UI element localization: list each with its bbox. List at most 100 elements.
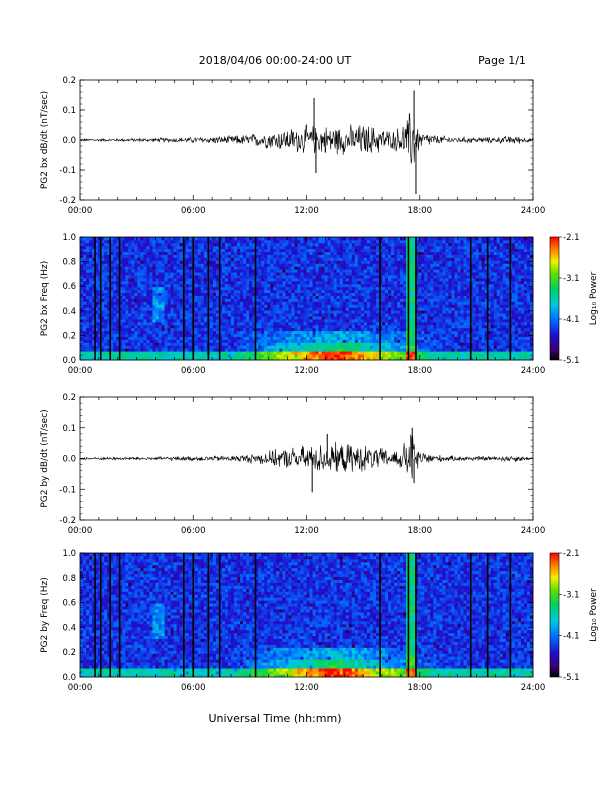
heat-cell [300,333,304,337]
heat-cell [330,316,335,320]
heat-cell [342,354,347,358]
heat-cell [107,275,111,279]
heat-cell [237,345,241,349]
heat-cell [161,280,165,285]
heat-cell [155,324,159,329]
heat-cell [92,345,96,349]
heat-cell [140,283,144,288]
heat-cell [261,272,265,276]
heat-cell [385,351,389,355]
heat-cell [176,324,181,329]
heat-cell [318,245,322,250]
heat-cell [318,286,322,291]
heat-cell [173,275,178,279]
heat-cell [330,254,335,258]
heat-cell [312,248,316,253]
heat-cell [363,336,368,340]
heat-cell [176,348,181,352]
heat-cell [231,245,235,250]
heat-cell [397,333,401,337]
heat-cell [140,342,144,346]
heat-cell [83,319,87,323]
heat-cell [140,251,144,255]
heat-cell [164,310,168,314]
heat-cell [86,280,90,285]
heat-cell [375,295,380,299]
heat-cell [339,313,344,317]
heat-cell [354,298,359,302]
heat-cell [167,339,171,343]
heat-cell [246,345,250,349]
heat-cell [83,304,87,308]
heat-cell [309,304,313,308]
heat-cell [366,263,371,267]
heat-cell [330,260,335,264]
heat-cell [294,327,298,332]
heat-cell [170,348,175,352]
heat-cell [397,357,401,361]
heat-cell [375,357,380,361]
heat-cell [125,272,129,276]
heat-cell [234,342,238,346]
heat-cell [185,239,190,244]
heat-cell [110,354,114,358]
heat-cell [369,316,374,320]
heat-cell [300,342,304,346]
heat-cell [273,354,277,358]
heat-cell [125,330,129,335]
heat-cell [415,275,419,279]
heat-cell [321,295,326,299]
heat-cell [409,345,413,349]
heat-cell [291,316,295,320]
heat-cell [400,357,404,361]
heat-cell [110,336,114,340]
heat-cell [128,280,132,285]
heat-cell [209,283,214,288]
heat-cell [209,263,214,267]
heat-cell [297,357,301,361]
heat-cell [318,327,322,332]
heat-cell [273,280,277,285]
heat-cell [122,286,126,291]
heat-cell [327,336,332,340]
heat-cell [200,275,205,279]
heat-cell [360,354,365,358]
heat-cell [342,266,347,270]
heat-cell [122,307,126,311]
heat-cell [348,237,353,241]
heat-cell [164,321,168,326]
heat-cell [212,342,217,346]
heat-cell [418,301,422,305]
heat-cell [146,313,150,317]
heat-cell [98,310,102,314]
heat-cell [197,275,202,279]
heat-cell [372,251,377,255]
heat-cell [342,330,347,335]
heat-cell [339,278,344,282]
heat-cell [303,242,307,247]
heat-cell [252,345,256,349]
heat-cell [273,301,277,305]
heat-cell [282,269,286,273]
heat-cell [83,289,87,294]
heat-cell [237,269,241,273]
heat-cell [330,336,335,340]
heat-cell [167,348,171,352]
heat-cell [161,327,165,332]
heat-cell [360,351,365,355]
heat-cell [294,336,298,340]
heat-cell [409,263,413,267]
heat-cell [394,354,398,358]
heat-cell [385,345,389,349]
heat-cell [327,275,332,279]
heat-cell [167,351,171,355]
heat-cell [134,283,138,288]
heat-cell [200,295,205,299]
heat-cell [224,278,229,282]
heat-cell [318,251,322,255]
heat-cell [363,251,368,255]
heat-cell [176,336,181,340]
heat-cell [224,283,229,288]
heat-cell [92,260,96,264]
heat-cell [89,292,93,296]
